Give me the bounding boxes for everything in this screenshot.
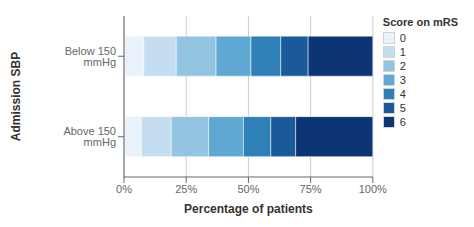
html-text:1: 1: [399, 46, 406, 58]
html-text:2: 2: [399, 60, 406, 72]
svg-text:75%: 75%: [300, 183, 322, 195]
svg-text:100%: 100%: [359, 183, 387, 195]
svg-text:Admission SBP: Admission SBP: [9, 52, 23, 141]
html-text:5: 5: [399, 102, 406, 114]
svg-text:50%: 50%: [237, 183, 259, 195]
html-text:Score on mRS: Score on mRS: [382, 16, 458, 28]
svg-text:Percentage of patients: Percentage of patients: [184, 202, 313, 216]
svg-text:Above 150mmHg: Above 150mmHg: [63, 125, 116, 148]
html-text:6: 6: [399, 116, 406, 128]
svg-text:0%: 0%: [116, 183, 132, 195]
svg-text:25%: 25%: [175, 183, 197, 195]
svg-text:Below 150mmHg: Below 150mmHg: [65, 45, 116, 68]
html-text:4: 4: [399, 88, 406, 100]
html-text:3: 3: [399, 74, 406, 86]
html-text:0: 0: [399, 32, 406, 44]
